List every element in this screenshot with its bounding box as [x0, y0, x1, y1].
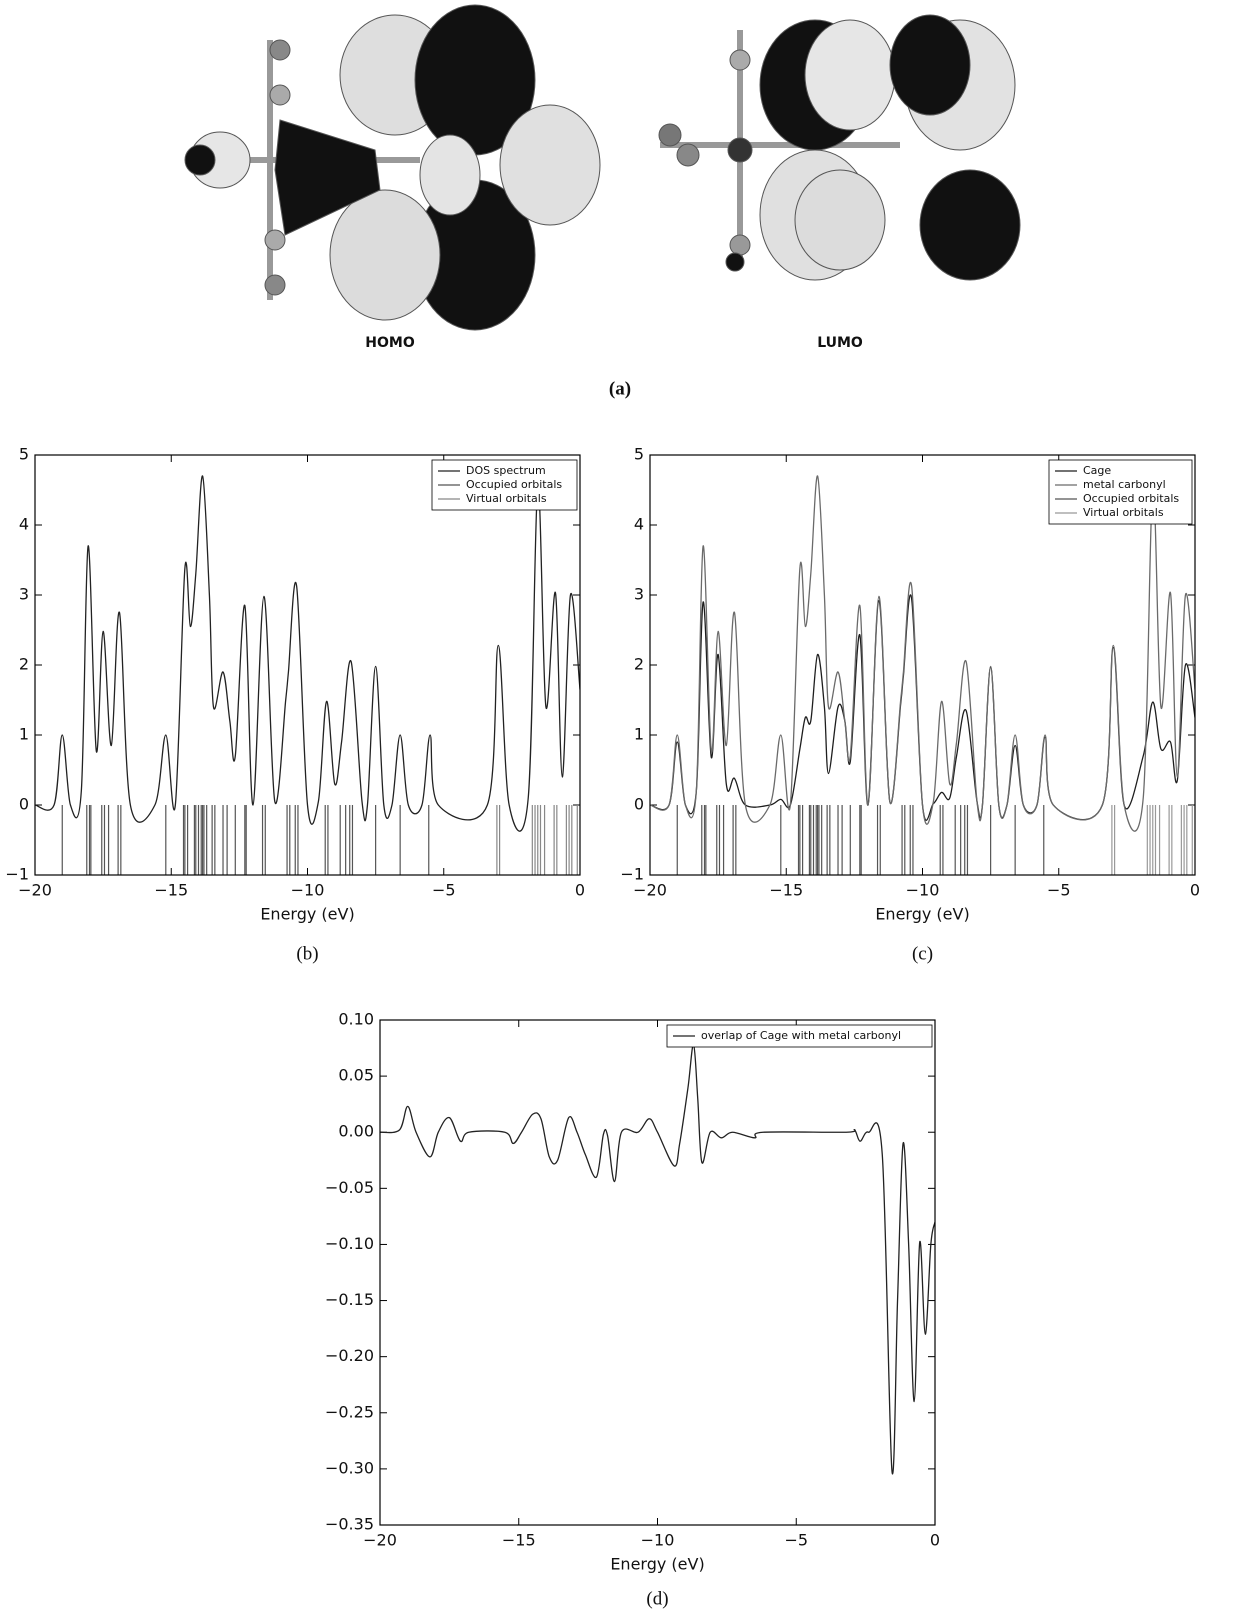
- x-tick-label: −20: [363, 1531, 397, 1550]
- x-tick-label: −20: [633, 881, 667, 900]
- caption: (c): [912, 943, 933, 964]
- legend-label: Virtual orbitals: [466, 492, 547, 505]
- x-tick-label: −5: [432, 881, 456, 900]
- x-tick-label: −5: [784, 1531, 808, 1550]
- x-tick-label: −15: [769, 881, 803, 900]
- legend-label: Occupied orbitals: [466, 478, 562, 491]
- y-tick-label: 2: [19, 655, 29, 674]
- x-tick-label: −10: [641, 1531, 675, 1550]
- lumo-label: LUMO: [817, 335, 863, 351]
- legend-label: Cage: [1083, 464, 1111, 477]
- y-tick-label: 0.00: [338, 1122, 374, 1141]
- legend-label: Virtual orbitals: [1083, 506, 1164, 519]
- y-tick-label: 4: [634, 515, 644, 534]
- y-tick-label: 0.05: [338, 1066, 374, 1085]
- homo-label: HOMO: [365, 335, 415, 351]
- y-tick-label: 2: [634, 655, 644, 674]
- y-tick-label: 1: [19, 725, 29, 744]
- y-tick-label: −0.15: [325, 1290, 374, 1309]
- x-tick-label: 0: [1190, 881, 1200, 900]
- y-tick-label: 0: [19, 795, 29, 814]
- y-tick-label: −0.10: [325, 1234, 374, 1253]
- x-tick-label: 0: [575, 881, 585, 900]
- y-tick-label: 3: [634, 585, 644, 604]
- x-tick-label: −20: [18, 881, 52, 900]
- y-tick-label: 4: [19, 515, 29, 534]
- y-tick-label: 0.10: [338, 1010, 374, 1029]
- caption: (d): [646, 1588, 668, 1609]
- x-tick-label: −15: [502, 1531, 536, 1550]
- x-tick-label: −15: [154, 881, 188, 900]
- x-tick-label: 0: [930, 1531, 940, 1550]
- panel-a-caption: (a): [609, 378, 631, 399]
- legend-label: overlap of Cage with metal carbonyl: [701, 1029, 901, 1042]
- y-tick-label: 1: [634, 725, 644, 744]
- x-tick-label: −10: [906, 881, 940, 900]
- figure: HOMO LUMO (a) −10 1 2 3 4 5 −20 −15 −10 −5 0 Energy…: [0, 0, 1237, 1614]
- x-axis-label: Energy (eV): [875, 905, 969, 924]
- caption: (b): [296, 943, 318, 964]
- legend-label: DOS spectrum: [466, 464, 546, 477]
- x-tick-label: −5: [1047, 881, 1071, 900]
- y-tick-label: −0.05: [325, 1178, 374, 1197]
- y-tick-label: −0.30: [325, 1458, 374, 1477]
- y-tick-label: 0: [634, 795, 644, 814]
- y-tick-label: −0.25: [325, 1402, 374, 1421]
- legend-label: metal carbonyl: [1083, 478, 1166, 491]
- x-tick-label: −10: [291, 881, 325, 900]
- y-tick-label: 5: [634, 445, 644, 464]
- y-tick-label: −0.20: [325, 1346, 374, 1365]
- background: [0, 0, 1237, 1614]
- x-axis-label: Energy (eV): [610, 1555, 704, 1574]
- x-axis-label: Energy (eV): [260, 905, 354, 924]
- legend-label: Occupied orbitals: [1083, 492, 1179, 505]
- y-tick-label: 3: [19, 585, 29, 604]
- y-tick-label: 5: [19, 445, 29, 464]
